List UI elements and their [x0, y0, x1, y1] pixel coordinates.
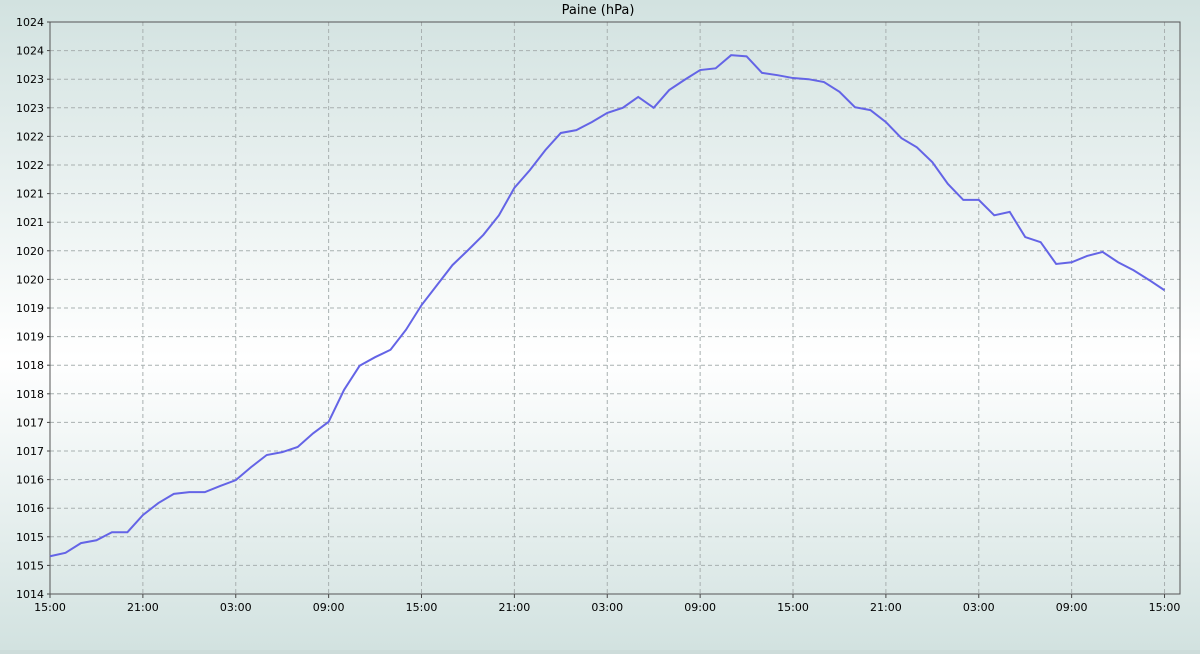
x-tick-label: 03:00 [963, 601, 995, 614]
y-tick-label: 1016 [16, 502, 44, 515]
y-tick-label: 1022 [16, 159, 44, 172]
y-tick-label: 1024 [16, 16, 44, 29]
x-tick-label: 15:00 [406, 601, 438, 614]
y-tick-label: 1022 [16, 130, 44, 143]
x-tick-label: 15:00 [34, 601, 66, 614]
x-tick-label: 03:00 [591, 601, 623, 614]
x-tick-label: 09:00 [1056, 601, 1088, 614]
data-line [49, 54, 1166, 558]
y-tick-label: 1023 [16, 102, 44, 115]
x-tick-label: 15:00 [1149, 601, 1181, 614]
x-tick-label: 21:00 [870, 601, 902, 614]
x-tick-label: 03:00 [220, 601, 252, 614]
y-tick-label: 1020 [16, 245, 44, 258]
y-tick-label: 1024 [16, 45, 44, 58]
y-tick-label: 1021 [16, 188, 44, 201]
y-tick-label: 1019 [16, 302, 44, 315]
y-tick-label: 1017 [16, 416, 44, 429]
x-tick-label: 21:00 [499, 601, 531, 614]
y-tick-label: 1016 [16, 474, 44, 487]
x-tick-label: 15:00 [777, 601, 809, 614]
y-tick-label: 1021 [16, 216, 44, 229]
x-tick-label: 09:00 [684, 601, 716, 614]
y-tick-label: 1020 [16, 273, 44, 286]
y-tick-label: 1023 [16, 73, 44, 86]
y-tick-label: 1018 [16, 388, 44, 401]
y-tick-label: 1015 [16, 531, 44, 544]
x-tick-label: 09:00 [313, 601, 345, 614]
x-tick-label: 21:00 [127, 601, 159, 614]
y-tick-label: 1015 [16, 559, 44, 572]
chart-title: Paine (hPa) [562, 3, 635, 18]
y-tick-label: 1018 [16, 359, 44, 372]
plot-frame [49, 21, 1181, 595]
y-tick-label: 1017 [16, 445, 44, 458]
y-tick-label: 1019 [16, 331, 44, 344]
y-tick-label: 1014 [16, 588, 44, 601]
